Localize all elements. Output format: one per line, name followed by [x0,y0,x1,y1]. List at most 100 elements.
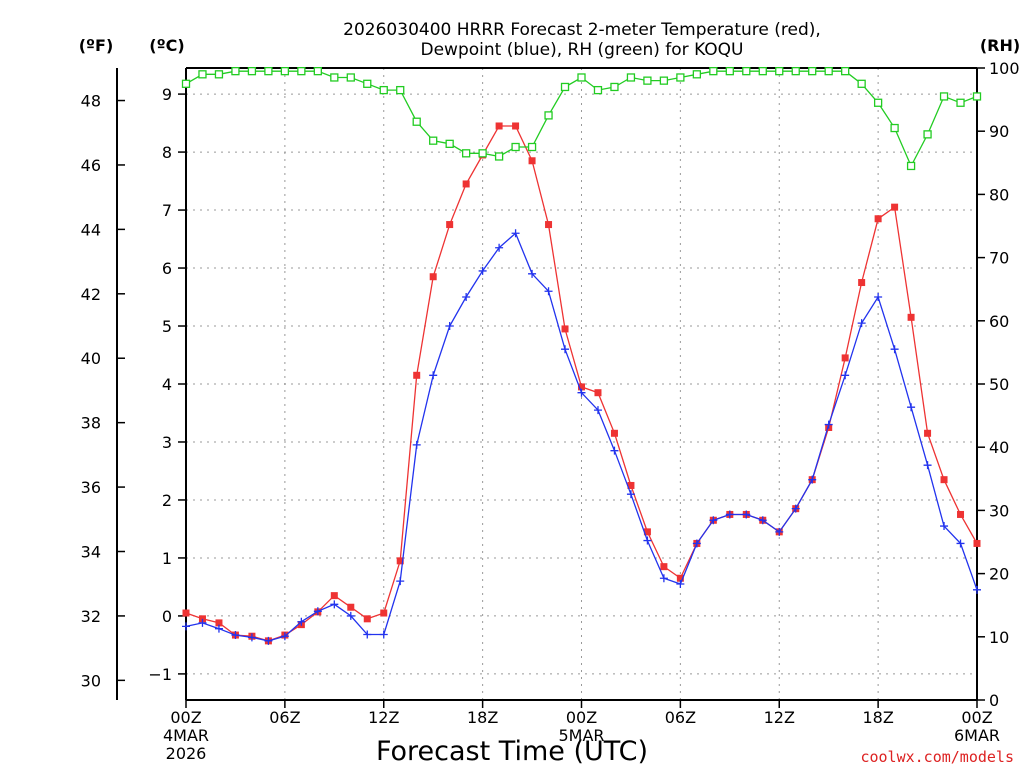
x-tick-date-label: 4MAR [163,726,209,745]
dewpoint-data-point [791,504,800,513]
dewpoint-data-point [511,229,520,238]
temperature-data-point [215,619,223,627]
rh-data-point [363,79,372,88]
rh-data-point [396,85,405,95]
rh-data-point [330,73,339,82]
celsius-tick-label: 2 [162,491,172,510]
dewpoint-data-point [313,607,322,616]
rh-data-point [956,98,965,107]
celsius-tick-label: −1 [148,665,172,684]
temperature-data-point [578,383,585,391]
temperature-data-point [627,481,635,489]
rh-data-point [198,70,207,79]
temperature-data-point [380,609,388,617]
rh-data-point [247,67,257,76]
rh-data-point [643,76,652,85]
dewpoint-data-point [495,243,504,252]
celsius-tick-label: 1 [162,549,172,568]
temperature-data-point [545,221,553,229]
celsius-tick-label: 5 [162,317,172,336]
dewpoint-data-point [561,345,570,354]
rh-data-point [593,85,603,95]
dewpoint-data-point [330,600,339,609]
temperature-data-point [858,279,866,287]
fahrenheit-tick-label: 38 [81,414,101,433]
temperature-data-point [462,180,470,188]
dewpoint-data-point [659,574,668,583]
x-tick-label: 06Z [269,708,300,727]
dewpoint-data-point [940,522,949,531]
dewpoint-data-point [676,580,685,589]
dewpoint-data-point [445,322,454,331]
rh-data-point [758,67,767,76]
temperature-data-point [396,557,404,565]
dewpoint-data-point [429,371,438,380]
fahrenheit-tick-label: 44 [81,220,101,239]
rh-data-point [808,67,817,76]
rh-data-point [494,152,504,161]
dewpoint-data-point [956,539,965,548]
temperature-data-point [924,429,932,437]
rh-tick-label: 80 [989,185,1009,204]
x-tick-label: 06Z [665,708,696,727]
rh-data-point [264,67,273,76]
x-tick-label: 18Z [862,708,893,727]
dewpoint-data-point [412,440,421,449]
dewpoint-data-point [626,490,635,499]
temperature-data-point [347,603,355,611]
dewpoint-data-point [742,510,751,519]
dewpoint-data-point [593,406,602,415]
celsius-tick-label: 6 [162,259,172,278]
rh-data-point [280,67,290,76]
fahrenheit-tick-label: 42 [81,285,101,304]
rh-tick-label: 20 [989,565,1009,584]
temperature-data-point [643,528,651,536]
dewpoint-data-point [709,516,718,525]
rh-data-point [692,70,702,79]
celsius-tick-label: 3 [162,433,172,452]
celsius-unit-label: (ºC) [149,36,184,55]
temperature-data-point [182,609,190,617]
temperature-data-point [676,574,684,582]
rh-data-point [445,139,454,148]
dewpoint-data-point [923,461,932,470]
dewpoint-data-point [280,632,289,641]
x-tick-date-label: 5MAR [558,726,604,745]
fahrenheit-tick-label: 34 [81,543,101,562]
rh-tick-label: 10 [989,628,1009,647]
rh-tick-label: 40 [989,438,1009,457]
rh-data-point [742,67,751,76]
dewpoint-data-point [857,319,866,328]
chart-title-line-1: 2026030400 HRRR Forecast 2-meter Tempera… [343,20,821,40]
temperature-data-point [446,221,454,229]
fahrenheit-tick-label: 40 [81,349,101,368]
temperature-data-point [561,325,569,333]
rh-data-point [890,123,899,133]
credit-label: coolwx.com/models [860,748,1014,766]
dewpoint-data-point [692,539,701,548]
temperature-data-point [429,273,437,281]
x-tick-date-label: 6MAR [954,726,1000,745]
dewpoint-data-point [874,293,883,302]
data-series [181,67,982,645]
temperature-data-point [841,354,849,362]
dewpoint-data-point [182,622,190,631]
rh-data-point [791,67,800,76]
temperature-data-point [330,592,338,600]
rh-data-point [181,79,191,88]
rh-data-point [709,67,718,76]
rh-data-point [527,142,537,152]
grid-lines [186,68,977,700]
dewpoint-data-point [758,516,767,525]
temperature-data-point [413,371,421,379]
temperature-data-point [891,203,899,211]
rh-data-point [478,149,487,158]
rh-data-point [841,67,850,76]
temperature-data-point [940,476,948,484]
temperature-data-point [495,122,503,130]
rh-data-point [676,73,685,82]
fahrenheit-tick-label: 32 [81,607,101,626]
rh-data-point [560,82,570,92]
dewpoint-data-point [462,293,471,302]
x-tick-label: 12Z [764,708,795,727]
